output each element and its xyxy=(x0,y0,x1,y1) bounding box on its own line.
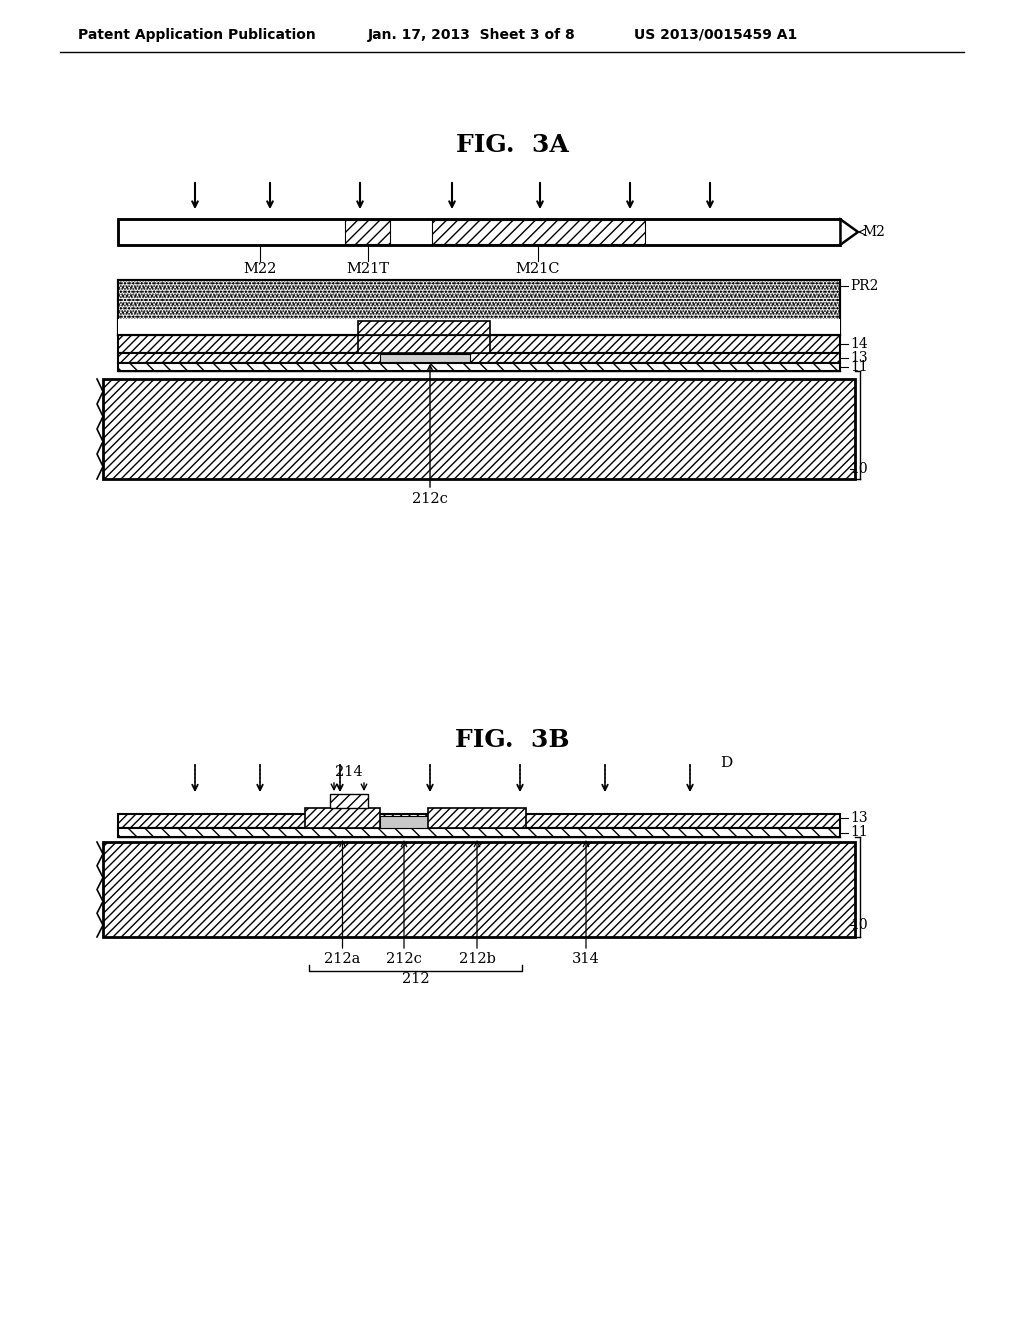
Text: M2: M2 xyxy=(862,224,885,239)
Text: Patent Application Publication: Patent Application Publication xyxy=(78,28,315,42)
Text: 212: 212 xyxy=(401,972,429,986)
Text: FIG.  3A: FIG. 3A xyxy=(456,133,568,157)
Text: 212a: 212a xyxy=(325,952,360,966)
Text: 11: 11 xyxy=(850,825,867,840)
Bar xyxy=(330,795,368,808)
Text: 13: 13 xyxy=(850,351,867,366)
Bar xyxy=(305,808,380,828)
Bar xyxy=(118,363,840,371)
Text: 13: 13 xyxy=(850,810,867,825)
Text: M21T: M21T xyxy=(346,261,389,276)
Text: FIG.  3B: FIG. 3B xyxy=(455,729,569,752)
Bar xyxy=(118,319,840,335)
Bar xyxy=(428,808,526,828)
Bar xyxy=(103,842,855,937)
Text: M21C: M21C xyxy=(516,261,560,276)
Text: M22: M22 xyxy=(244,261,276,276)
Bar xyxy=(358,321,490,352)
Text: 14: 14 xyxy=(850,337,867,351)
Bar xyxy=(118,219,840,246)
Polygon shape xyxy=(840,219,858,246)
Bar xyxy=(380,816,428,828)
Text: D: D xyxy=(720,756,732,770)
Bar xyxy=(330,795,368,808)
Text: 314: 314 xyxy=(572,952,600,966)
Text: 212c: 212c xyxy=(412,492,447,506)
Text: 212c: 212c xyxy=(386,952,422,966)
Bar xyxy=(118,352,840,363)
Bar xyxy=(345,220,390,244)
Bar xyxy=(118,219,840,246)
Bar xyxy=(118,280,840,335)
Text: 10: 10 xyxy=(850,917,867,932)
Bar xyxy=(118,280,840,335)
Text: 214: 214 xyxy=(335,766,362,779)
Bar xyxy=(103,379,855,479)
Text: 212b: 212b xyxy=(459,952,496,966)
Text: 11: 11 xyxy=(850,360,867,374)
Bar xyxy=(118,335,840,352)
Text: 10: 10 xyxy=(850,462,867,477)
Text: PR2: PR2 xyxy=(850,279,879,293)
Bar xyxy=(380,354,470,362)
Bar xyxy=(358,321,490,335)
Bar xyxy=(432,220,645,244)
Bar xyxy=(118,814,840,828)
Bar xyxy=(118,828,840,837)
Text: Jan. 17, 2013  Sheet 3 of 8: Jan. 17, 2013 Sheet 3 of 8 xyxy=(368,28,575,42)
Text: US 2013/0015459 A1: US 2013/0015459 A1 xyxy=(634,28,798,42)
